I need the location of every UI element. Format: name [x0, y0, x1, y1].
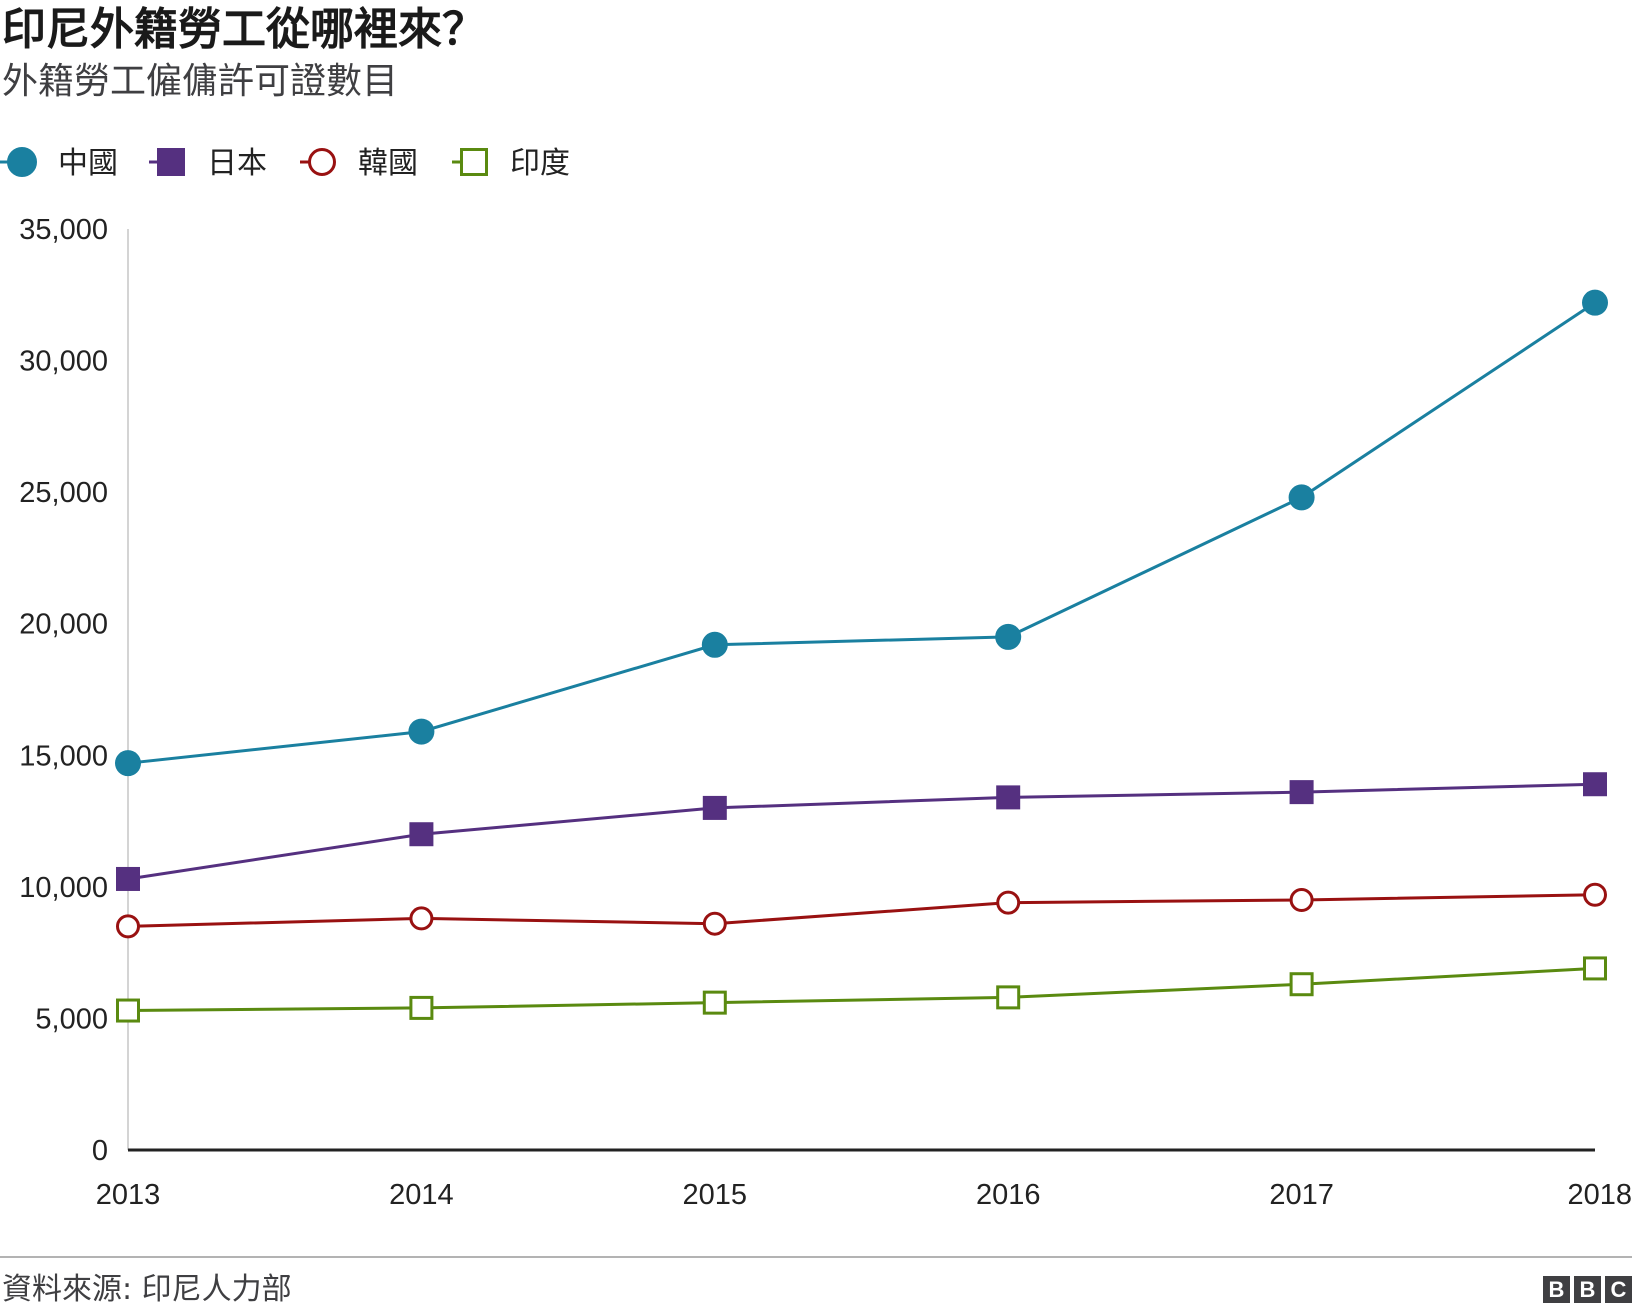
series-filled-circle — [115, 289, 1608, 777]
data-point — [1288, 484, 1315, 511]
data-point — [1289, 972, 1314, 997]
logo-block: B — [1574, 1276, 1601, 1303]
legend-marker — [157, 148, 185, 176]
y-tick-label: 25,000 — [19, 477, 108, 509]
legend-label: 韓國 — [358, 146, 418, 181]
data-point — [1583, 772, 1607, 797]
series-open-circle — [116, 882, 1607, 939]
data-point — [1583, 956, 1607, 981]
data-point — [995, 623, 1022, 650]
y-tick-label: 15,000 — [19, 740, 108, 772]
bbc-logo: B B C — [1543, 1276, 1632, 1303]
legend-item: 韓國 — [300, 146, 418, 181]
source-note: 資料來源: 印尼人力部 — [2, 1272, 292, 1307]
legend-label: 中國 — [58, 146, 118, 181]
data-point — [115, 750, 141, 777]
x-axis: 2013 2014 2015 2016 2017 2018 — [96, 1148, 1632, 1211]
legend-item: 印度 — [452, 146, 570, 181]
x-tick-label: 2014 — [389, 1179, 454, 1211]
data-point — [116, 998, 140, 1023]
y-tick-label: 20,000 — [19, 609, 108, 641]
x-tick-label: 2018 — [1567, 1179, 1632, 1211]
data-point — [996, 985, 1021, 1010]
series-filled-square — [116, 772, 1607, 891]
chart-title: 印尼外籍勞工從哪裡來？ — [2, 4, 486, 55]
line-chart: 中國 日本 韓國 印度 0 5,000 10,000 15,000 20,000 25,000 3… — [0, 146, 1632, 1211]
legend-marker — [7, 147, 37, 177]
series-line — [127, 782, 1596, 881]
series-layer — [115, 289, 1608, 1023]
series-line — [127, 301, 1596, 765]
data-point — [409, 906, 434, 931]
data-point — [1583, 882, 1607, 907]
x-tick-label: 2013 — [96, 1179, 161, 1211]
legend-marker — [460, 148, 488, 176]
logo-block: B — [1543, 1276, 1570, 1303]
chart-legend: 中國 日本 韓國 印度 — [0, 146, 570, 181]
y-tick-label: 30,000 — [19, 346, 108, 378]
data-point — [1289, 780, 1314, 805]
data-point — [408, 718, 435, 745]
x-tick-label: 2015 — [683, 1179, 748, 1211]
legend-marker — [308, 148, 336, 176]
data-point — [1289, 888, 1314, 913]
data-point — [409, 995, 434, 1020]
footer-divider — [0, 1256, 1632, 1258]
y-tick-label: 35,000 — [19, 214, 108, 246]
data-point — [996, 785, 1021, 810]
y-tick-label: 0 — [92, 1135, 108, 1167]
x-tick-label: 2017 — [1269, 1179, 1334, 1211]
series-open-square — [116, 956, 1607, 1023]
series-line — [127, 893, 1596, 928]
legend-item: 日本 — [149, 146, 267, 181]
data-point — [702, 795, 727, 820]
y-tick-label: 5,000 — [35, 1003, 108, 1035]
series-line — [127, 966, 1596, 1013]
y-tick-label: 10,000 — [19, 872, 108, 904]
x-tick-label: 2016 — [976, 1179, 1041, 1211]
data-point — [116, 866, 140, 891]
data-point — [996, 890, 1021, 915]
legend-label: 日本 — [207, 146, 267, 181]
data-point — [116, 914, 140, 939]
data-point — [702, 990, 727, 1015]
data-point — [1582, 289, 1608, 316]
data-point — [409, 822, 434, 847]
data-point — [702, 911, 727, 936]
y-axis: 0 5,000 10,000 15,000 20,000 25,000 30,000 35,0… — [19, 214, 129, 1167]
legend-item: 中國 — [0, 146, 118, 181]
legend-label: 印度 — [510, 146, 570, 181]
chart-subtitle: 外籍勞工僱傭許可證數目 — [2, 61, 399, 102]
logo-block: C — [1605, 1276, 1632, 1303]
data-point — [701, 631, 728, 658]
